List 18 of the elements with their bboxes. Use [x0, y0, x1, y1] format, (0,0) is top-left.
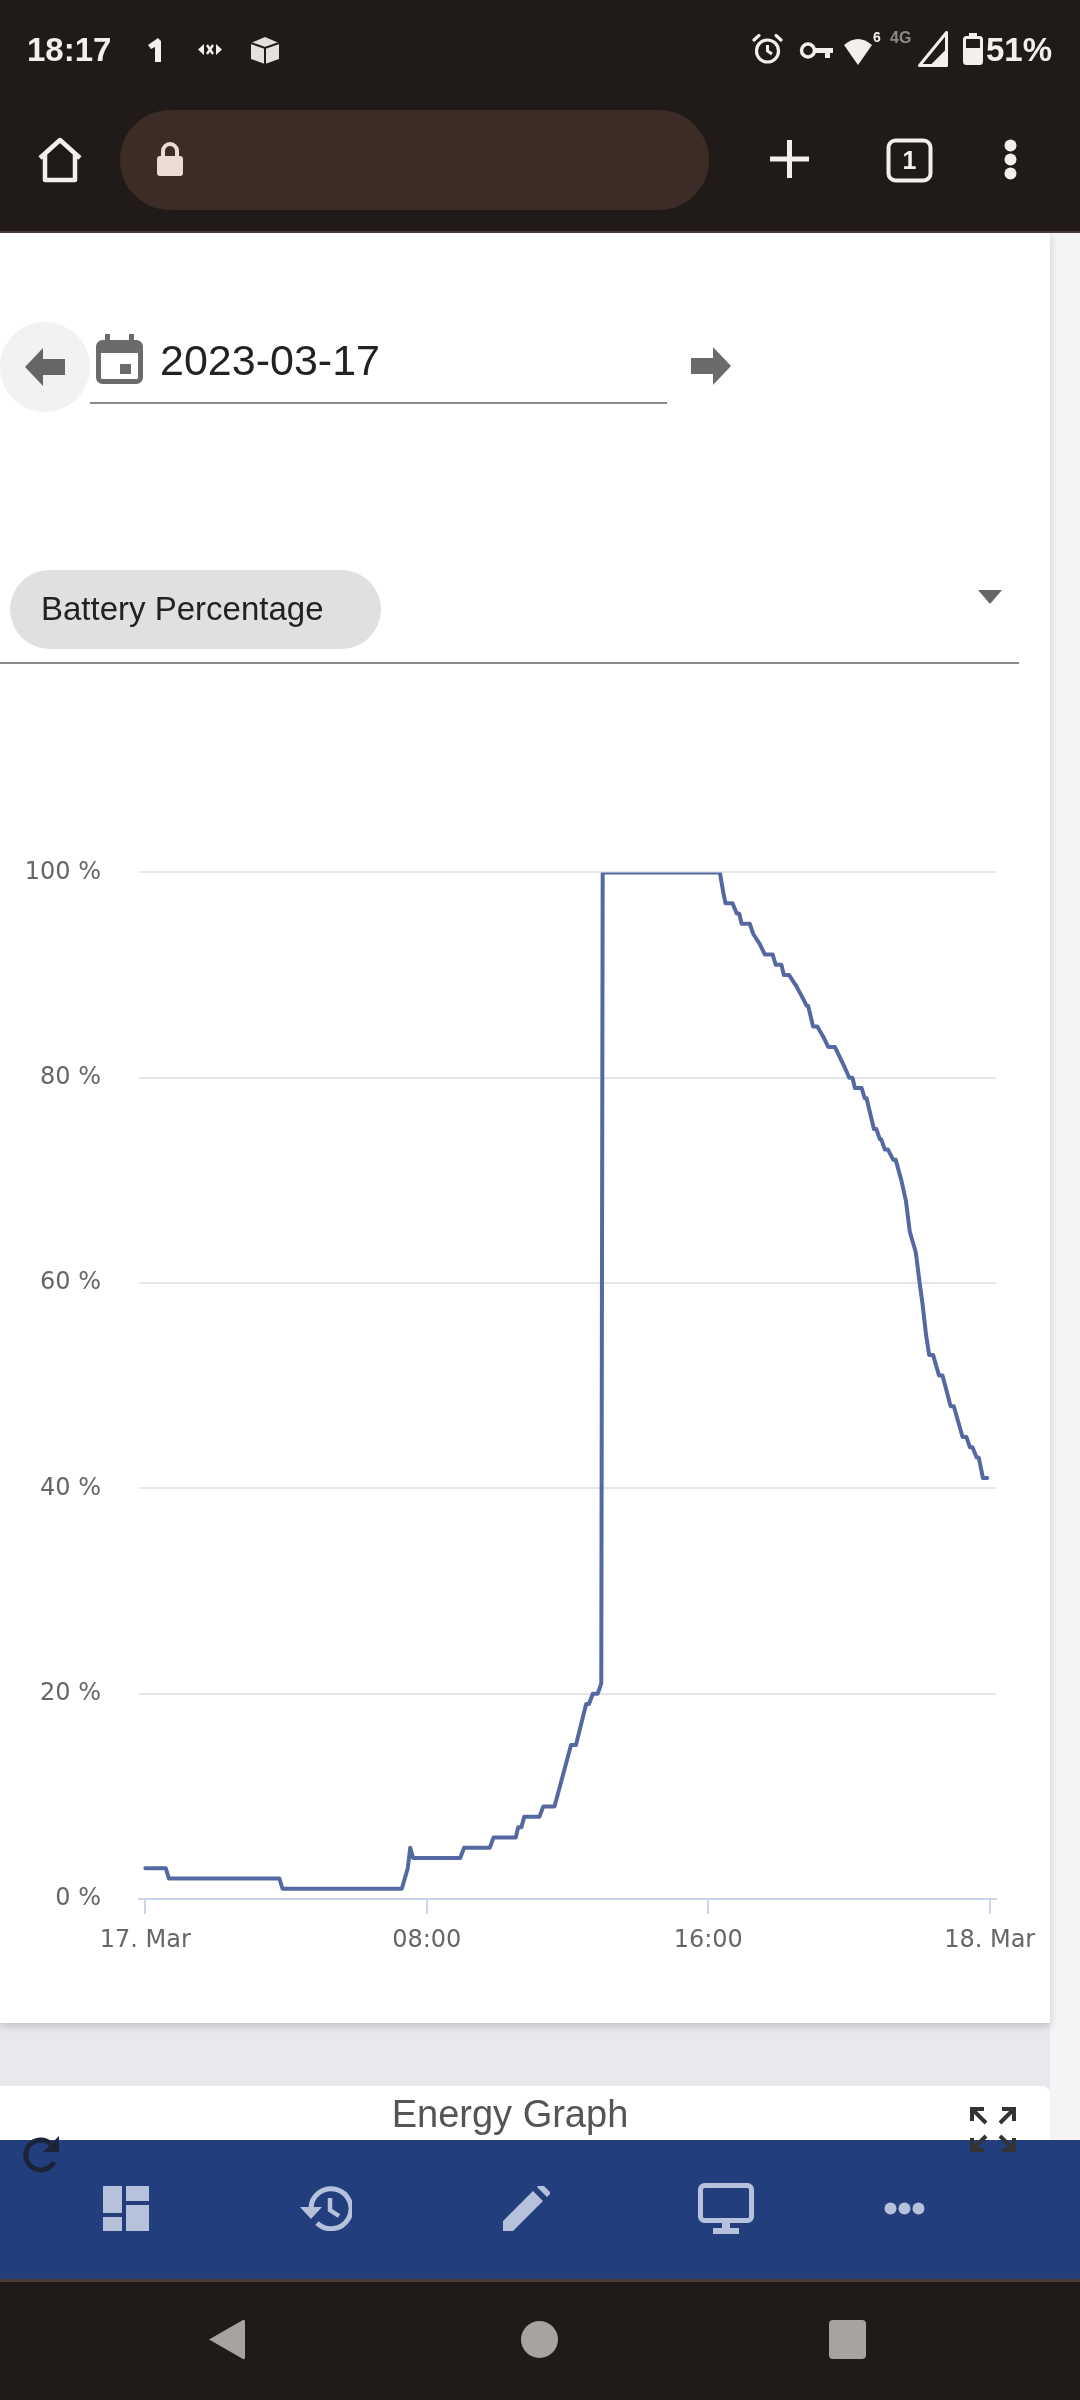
y-tick-label: 40 %	[40, 1472, 101, 1501]
x-tick-label: 16:00	[673, 1924, 743, 1953]
y-tick-label: 100 %	[24, 856, 101, 885]
y-tick-label: 80 %	[40, 1061, 101, 1090]
text: 18:17	[27, 31, 112, 69]
text: 1	[901, 146, 918, 175]
text: 51%	[985, 31, 1052, 69]
y-tick-label: 20 %	[40, 1677, 101, 1706]
text: Energy Graph	[390, 2092, 630, 2136]
chart-subtitle: 2023-03-17	[160, 335, 380, 385]
text: 6	[873, 29, 881, 45]
chart-title: Battery Percentage	[41, 589, 324, 629]
y-tick-label: 60 %	[40, 1267, 101, 1296]
x-tick-label: 18. Mar	[944, 1924, 1036, 1953]
y-tick-label: 0 %	[55, 1883, 101, 1912]
x-tick-label: 17. Mar	[99, 1924, 191, 1953]
x-tick-label: 08:00	[392, 1924, 462, 1953]
text: 4G	[890, 29, 912, 47]
